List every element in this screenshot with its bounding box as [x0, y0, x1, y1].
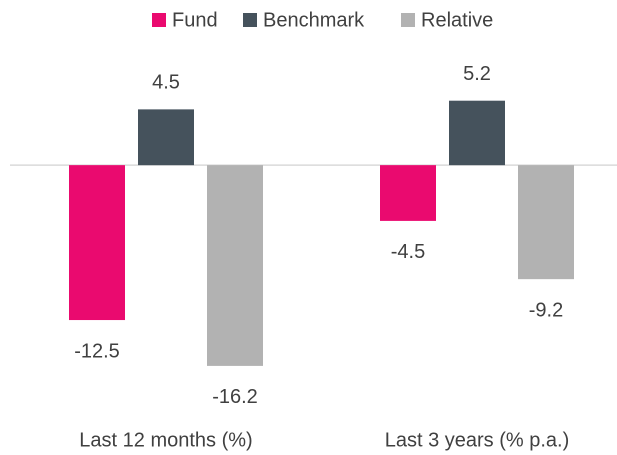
data-label: 5.2	[463, 63, 491, 85]
legend-swatch	[152, 13, 166, 27]
legend-swatch	[243, 13, 257, 27]
x-tick-label: Last 3 years (% p.a.)	[385, 429, 570, 451]
bar	[449, 100, 505, 166]
bar	[380, 165, 436, 221]
legend-swatch	[401, 13, 415, 27]
bar	[518, 165, 574, 280]
bar	[69, 165, 125, 321]
bar	[138, 109, 194, 166]
data-label: -12.5	[74, 340, 120, 362]
legend-label: Relative	[421, 9, 493, 31]
data-label: 4.5	[152, 72, 180, 94]
bar	[207, 165, 263, 366]
legend-label: Fund	[172, 9, 218, 31]
data-label: -9.2	[529, 299, 563, 321]
legend-label: Benchmark	[263, 9, 365, 31]
x-tick-label: Last 12 months (%)	[79, 429, 252, 451]
data-label: -4.5	[391, 241, 425, 263]
data-label: -16.2	[212, 386, 258, 408]
